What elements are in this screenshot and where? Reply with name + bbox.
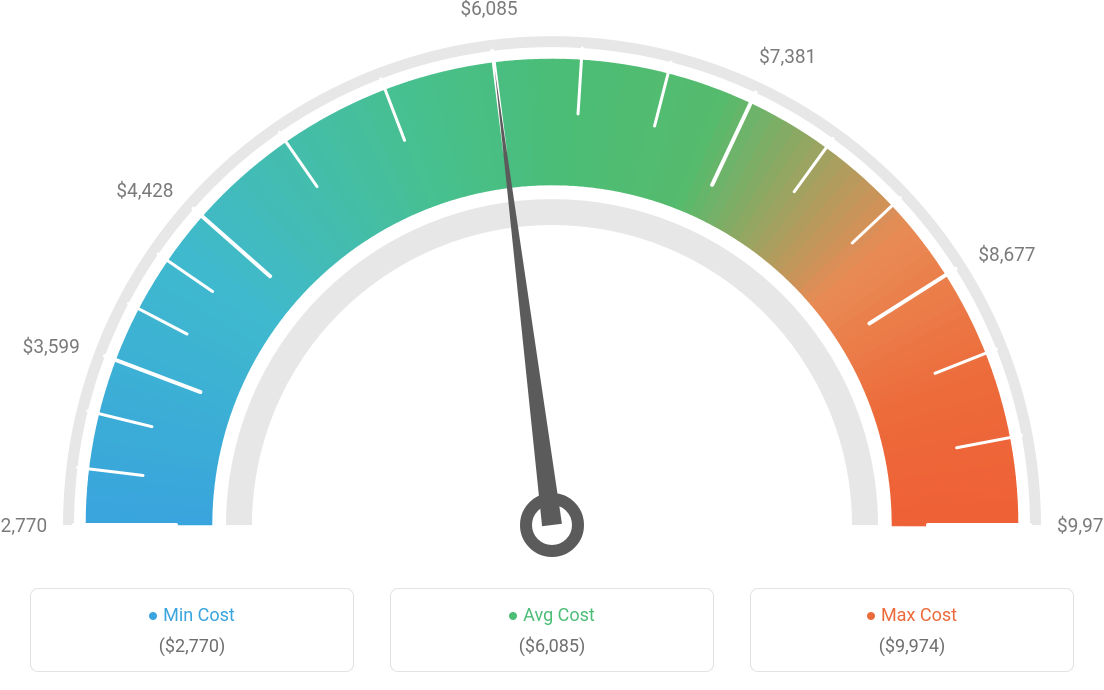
dot-icon [509,612,517,620]
max-cost-value: ($9,974) [761,636,1063,657]
gauge-tick-label: $6,085 [460,0,517,20]
gauge-tick-label: $8,677 [978,243,1035,266]
avg-cost-title: Avg Cost [509,605,595,626]
cost-gauge: $2,770 $3,599 $4,428 $6,085 $7,381 $8,677 $9,9… [0,0,1104,570]
gauge-tick-label: $2,770 [0,514,47,537]
avg-cost-card: Avg Cost ($6,085) [390,588,714,673]
max-cost-title-text: Max Cost [881,605,957,626]
gauge-tick-label: $9,974 [1057,514,1104,537]
max-cost-card: Max Cost ($9,974) [750,588,1074,673]
max-cost-title: Max Cost [867,605,957,626]
gauge-svg [0,0,1104,570]
min-cost-card: Min Cost ($2,770) [30,588,354,673]
gauge-tick-label: $3,599 [23,335,80,358]
min-cost-title: Min Cost [149,605,235,626]
gauge-tick-label: $7,381 [759,45,816,68]
avg-cost-value: ($6,085) [401,636,703,657]
dot-icon [149,612,157,620]
min-cost-title-text: Min Cost [163,605,235,626]
avg-cost-title-text: Avg Cost [523,605,595,626]
dot-icon [867,612,875,620]
min-cost-value: ($2,770) [41,636,343,657]
gauge-tick-label: $4,428 [116,179,173,202]
legend-cards: Min Cost ($2,770) Avg Cost ($6,085) Max … [30,588,1074,673]
